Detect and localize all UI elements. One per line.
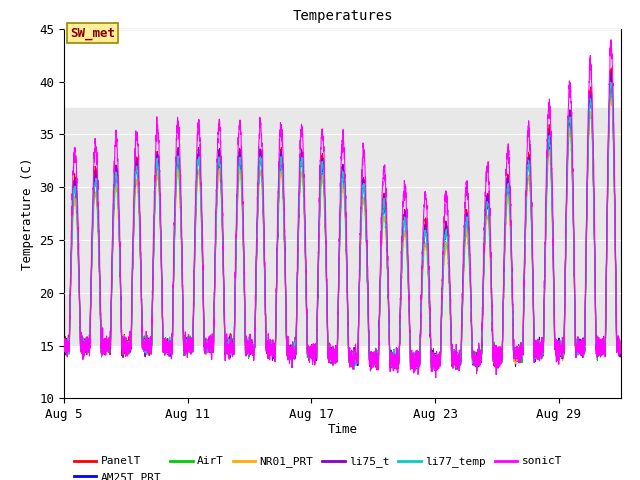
NR01_PRT: [574, 339, 582, 345]
Bar: [64, 108, 621, 346]
li77_temp: [411, 367, 419, 373]
PanelT: [616, 340, 624, 346]
AM25T_PRT: [617, 343, 625, 349]
li75_t: [607, 70, 615, 75]
Line: li77_temp: li77_temp: [64, 83, 621, 370]
AM25T_PRT: [411, 367, 419, 372]
Legend: PanelT, AM25T_PRT, AirT, NR01_PRT, li75_t, li77_temp, sonicT: PanelT, AM25T_PRT, AirT, NR01_PRT, li75_…: [70, 452, 566, 480]
AirT: [380, 204, 387, 209]
AirT: [60, 341, 68, 347]
AirT: [574, 346, 582, 351]
PanelT: [394, 367, 401, 373]
li75_t: [390, 366, 397, 372]
PanelT: [61, 344, 69, 349]
PanelT: [564, 138, 572, 144]
sonicT: [574, 334, 582, 339]
NR01_PRT: [60, 346, 68, 351]
sonicT: [380, 169, 387, 175]
Title: Temperatures: Temperatures: [292, 10, 393, 24]
AirT: [616, 340, 624, 346]
li75_t: [564, 141, 572, 146]
AM25T_PRT: [564, 143, 572, 149]
li77_temp: [607, 80, 614, 85]
sonicT: [616, 344, 624, 349]
li77_temp: [380, 204, 387, 209]
NR01_PRT: [617, 347, 625, 352]
NR01_PRT: [380, 218, 387, 224]
li75_t: [574, 343, 582, 349]
Line: AirT: AirT: [64, 76, 621, 371]
X-axis label: Time: Time: [328, 422, 357, 435]
Text: SW_met: SW_met: [70, 26, 115, 39]
AM25T_PRT: [608, 76, 616, 82]
AM25T_PRT: [61, 347, 69, 353]
AM25T_PRT: [142, 345, 150, 351]
Line: NR01_PRT: NR01_PRT: [64, 94, 621, 368]
Y-axis label: Temperature (C): Temperature (C): [20, 157, 34, 270]
PanelT: [607, 65, 615, 71]
sonicT: [564, 110, 572, 116]
li75_t: [60, 337, 68, 343]
AM25T_PRT: [380, 204, 387, 210]
li77_temp: [564, 141, 572, 146]
PanelT: [617, 346, 625, 351]
li77_temp: [616, 343, 624, 348]
li77_temp: [60, 337, 68, 343]
AirT: [142, 339, 150, 345]
li75_t: [142, 346, 150, 351]
sonicT: [617, 351, 625, 357]
NR01_PRT: [564, 153, 572, 158]
sonicT: [142, 336, 150, 342]
Line: PanelT: PanelT: [64, 68, 621, 370]
li77_temp: [142, 342, 150, 348]
li75_t: [61, 342, 69, 348]
AirT: [617, 343, 625, 348]
NR01_PRT: [61, 349, 69, 355]
li75_t: [617, 347, 625, 353]
AirT: [61, 341, 69, 347]
AirT: [607, 73, 615, 79]
Line: sonicT: sonicT: [64, 40, 621, 378]
NR01_PRT: [607, 91, 614, 97]
li75_t: [616, 343, 624, 349]
li77_temp: [61, 346, 69, 352]
NR01_PRT: [142, 344, 150, 349]
PanelT: [142, 340, 150, 346]
Line: li75_t: li75_t: [64, 72, 621, 369]
AM25T_PRT: [574, 340, 582, 346]
AirT: [564, 138, 572, 144]
PanelT: [574, 342, 582, 348]
PanelT: [60, 338, 68, 344]
AM25T_PRT: [60, 341, 68, 347]
Line: AM25T_PRT: AM25T_PRT: [64, 79, 621, 370]
PanelT: [380, 199, 387, 204]
AM25T_PRT: [616, 344, 624, 349]
sonicT: [607, 37, 615, 43]
AirT: [474, 368, 481, 374]
li77_temp: [617, 345, 625, 350]
li77_temp: [574, 341, 582, 347]
sonicT: [60, 336, 68, 342]
li75_t: [380, 200, 387, 205]
sonicT: [61, 348, 69, 354]
NR01_PRT: [616, 343, 624, 349]
sonicT: [432, 375, 440, 381]
NR01_PRT: [433, 365, 440, 371]
